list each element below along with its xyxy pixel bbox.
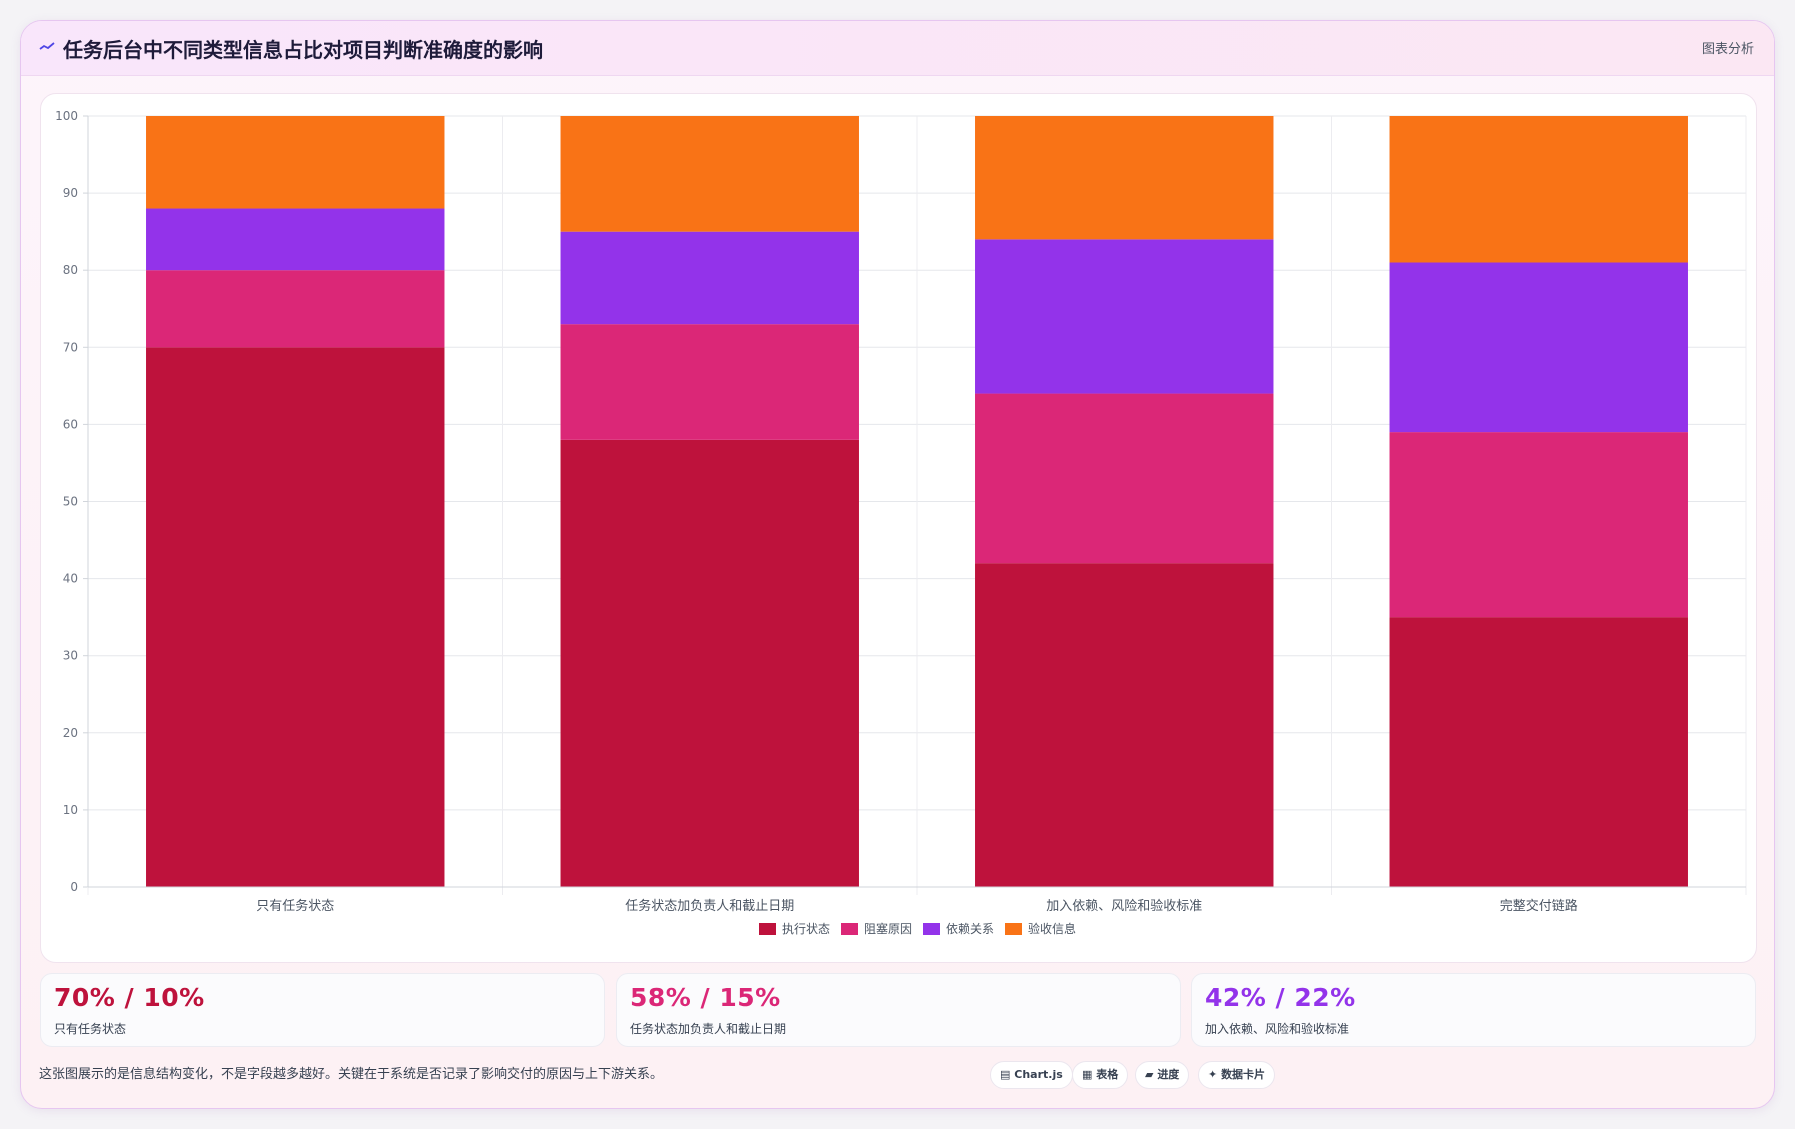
- stat-card: 42% / 22% 加入依赖、风险和验收标准: [1191, 973, 1756, 1047]
- page-title: 任务后台中不同类型信息占比对项目判断准确度的影响: [63, 38, 543, 62]
- sparkle-icon: ✦: [1208, 1068, 1218, 1081]
- stat-cards: 70% / 10% 只有任务状态 58% / 15% 任务状态加负责人和截止日期…: [40, 973, 1756, 1047]
- bar-segment: [1389, 432, 1688, 618]
- y-tick-label: 30: [63, 649, 78, 663]
- legend-label: 阻塞原因: [864, 921, 912, 936]
- bar-segment: [975, 116, 1274, 240]
- bar-segment: [560, 116, 859, 232]
- stat-card: 58% / 15% 任务状态加负责人和截止日期: [616, 973, 1181, 1047]
- y-tick-label: 40: [63, 572, 78, 586]
- chart-icon: ▤: [1000, 1068, 1011, 1081]
- x-tick-label: 任务状态加负责人和截止日期: [625, 898, 794, 914]
- x-tick-label: 加入依赖、风险和验收标准: [1046, 898, 1202, 914]
- y-tick-label: 20: [63, 726, 78, 740]
- bar-segment: [1389, 617, 1688, 887]
- bar-segment: [1389, 262, 1688, 433]
- legend-swatch: [759, 923, 776, 935]
- chip-table[interactable]: ▦ 表格: [1072, 1061, 1129, 1089]
- bar-segment: [1389, 116, 1688, 263]
- chip-chartjs[interactable]: ▤ Chart.js: [990, 1061, 1073, 1089]
- bar-segment: [560, 231, 859, 325]
- chip-label: Chart.js: [1014, 1068, 1063, 1081]
- stat-label: 任务状态加负责人和截止日期: [630, 1022, 787, 1036]
- chart-card: 任务后台中不同类型信息占比对项目判断准确度的影响 图表分析 0 10 20 30 40 5…: [20, 20, 1775, 1109]
- chip-label: 数据卡片: [1221, 1068, 1266, 1081]
- chip-label: 表格: [1096, 1068, 1119, 1081]
- y-tick-label: 50: [63, 495, 78, 509]
- chart-panel: 0 10 20 30 40 50 60 70 80 90 100 只有任务状态 任务状态加负责人和截止日…: [40, 93, 1757, 963]
- x-tick-label: 完整交付链路: [1500, 898, 1578, 914]
- bar-segment: [146, 208, 445, 271]
- y-tick-label: 0: [70, 880, 78, 894]
- chart-footnote: 这张图展示的是信息结构变化，不是字段越多越好。关键在于系统是否记录了影响交付的原…: [39, 1067, 664, 1082]
- legend-swatch: [923, 923, 940, 935]
- stat-value: 70% / 10%: [54, 983, 205, 1012]
- chip-progress[interactable]: ▰ 进度: [1135, 1061, 1190, 1089]
- chart-analysis-button[interactable]: 图表分析: [1701, 42, 1754, 57]
- stat-label: 加入依赖、风险和验收标准: [1205, 1022, 1350, 1036]
- chip-data-card[interactable]: ✦ 数据卡片: [1198, 1061, 1276, 1089]
- bar-segment: [146, 116, 445, 209]
- bar-segment: [146, 347, 445, 887]
- stat-value: 42% / 22%: [1205, 983, 1356, 1012]
- bar-segment: [560, 324, 859, 440]
- stat-value: 58% / 15%: [630, 983, 781, 1012]
- legend-label: 依赖关系: [946, 921, 994, 936]
- y-tick-label: 70: [63, 340, 78, 354]
- y-tick-label: 10: [63, 803, 78, 817]
- chip-label: 进度: [1157, 1068, 1180, 1081]
- stacked-bar-chart: 0 10 20 30 40 50 60 70 80 90 100 只有任务状态 任务状态加负责人和截止日…: [55, 109, 1747, 936]
- stat-label: 只有任务状态: [54, 1022, 127, 1036]
- trend-line-icon: [39, 39, 59, 57]
- y-tick-label: 90: [63, 186, 78, 200]
- stat-card: 70% / 10% 只有任务状态: [40, 973, 605, 1047]
- table-icon: ▦: [1082, 1068, 1093, 1081]
- legend-label: 执行状态: [782, 922, 830, 936]
- y-tick-label: 80: [63, 263, 78, 277]
- y-tick-label: 60: [63, 417, 78, 431]
- card-header: 任务后台中不同类型信息占比对项目判断准确度的影响 图表分析: [21, 21, 1774, 76]
- bar-segment: [560, 439, 859, 887]
- bar-segment: [975, 563, 1274, 887]
- legend-label: 验收信息: [1028, 921, 1076, 936]
- bar-segment: [975, 239, 1274, 394]
- x-tick-label: 只有任务状态: [256, 898, 334, 914]
- progress-icon: ▰: [1145, 1068, 1154, 1081]
- legend-swatch: [841, 923, 858, 935]
- y-tick-label: 100: [55, 109, 78, 123]
- bar-segment: [146, 270, 445, 348]
- bar-segment: [975, 393, 1274, 564]
- legend-swatch: [1005, 923, 1022, 935]
